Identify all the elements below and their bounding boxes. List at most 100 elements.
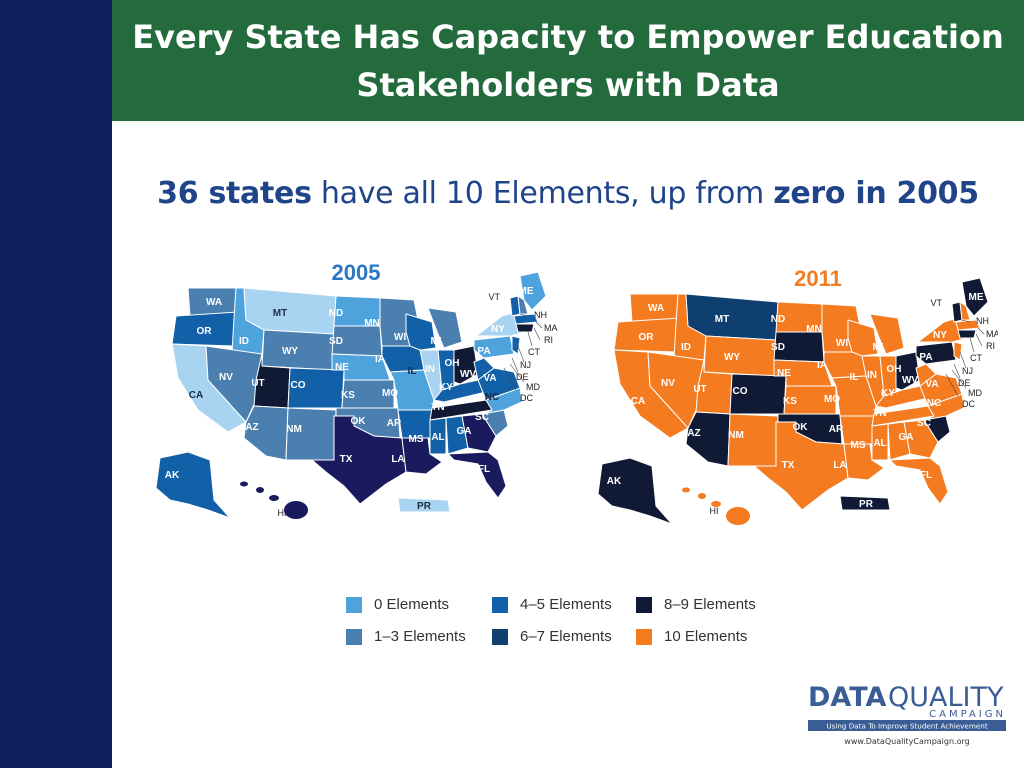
label-2005-CO: CO	[291, 380, 306, 391]
state-tx-2011	[752, 421, 849, 511]
state-pa	[473, 335, 515, 359]
label-2005-MN: MN	[364, 318, 380, 329]
state-ak	[155, 451, 231, 519]
maps-area: 2005	[148, 250, 1000, 530]
label-2005-IN: IN	[425, 364, 435, 375]
label-2011-ME: ME	[969, 292, 984, 303]
title-line-1: Every State Has Capacity to Empower Educ…	[132, 17, 1004, 56]
state-ct-ri	[515, 323, 535, 333]
state-nh	[517, 294, 529, 315]
label-2005-OH: OH	[445, 358, 460, 369]
legend: 0 Elements 1–3 Elements 4–5 Elements 6–7…	[346, 596, 776, 656]
legend-label: 6–7 Elements	[520, 628, 612, 645]
map-2011-year: 2011	[794, 266, 842, 291]
state-nh-2011	[959, 300, 971, 321]
state-wv	[473, 357, 495, 381]
logo-tagline: Using Data To Improve Student Achievemen…	[826, 722, 987, 731]
label-2005-NM: NM	[286, 424, 302, 435]
label-2005-CA: CA	[189, 390, 203, 401]
state-mi	[427, 307, 463, 349]
logo-url: www.DataQualityCampaign.org	[844, 737, 969, 746]
label-2011-NM: NM	[728, 430, 744, 441]
label-2011-DE: DE	[958, 378, 971, 388]
label-2005-TX: TX	[340, 454, 353, 465]
legend-swatch	[492, 628, 508, 645]
label-2005-NE: NE	[335, 362, 349, 373]
label-2011-NE: NE	[777, 368, 791, 379]
label-2011-DC: DC	[962, 399, 975, 409]
map-2011: 2011	[590, 256, 1000, 526]
label-2005-IA: IA	[375, 354, 385, 365]
state-ia-2011	[823, 351, 867, 379]
state-mi-2011	[869, 313, 905, 355]
label-2005-CT: CT	[528, 347, 540, 357]
slide-subtitle: 36 states have all 10 Elements, up from …	[112, 176, 1024, 211]
label-2005-ND: ND	[329, 308, 343, 319]
label-2005-NY: NY	[491, 324, 505, 335]
state-fl-2011	[888, 457, 949, 505]
subtitle-bold-baseline: zero in 2005	[773, 176, 979, 211]
label-2005-AR: AR	[387, 418, 402, 429]
label-2005-LA: LA	[391, 454, 404, 465]
state-pr	[397, 497, 451, 513]
label-2005-GA: GA	[457, 426, 472, 437]
state-mt-2011	[685, 293, 779, 341]
label-2011-KS: KS	[783, 396, 797, 407]
logo-tagline-bar	[808, 720, 1006, 731]
label-2005-SC: SC	[475, 412, 489, 423]
label-2011-PR: PR	[859, 499, 874, 510]
legend-item-0: 0 Elements	[346, 596, 449, 613]
maps-svg: 2005	[155, 256, 1000, 526]
label-2005-TN: TN	[431, 402, 444, 413]
left-sidebar-band	[0, 0, 112, 768]
logo-campaign-text: CAMPAIGN	[929, 709, 1006, 720]
label-2011-PA: PA	[919, 352, 932, 363]
label-2005-VT: VT	[488, 292, 500, 302]
legend-item-3: 6–7 Elements	[492, 628, 612, 645]
state-ma-2011	[955, 319, 981, 331]
label-2011-GA: GA	[899, 432, 914, 443]
legend-label: 10 Elements	[664, 628, 748, 645]
legend-item-2: 4–5 Elements	[492, 596, 612, 613]
state-la	[401, 437, 443, 475]
label-2005-MD: MD	[526, 382, 540, 392]
label-2011-TN: TN	[873, 408, 886, 419]
label-2011-ND: ND	[771, 314, 785, 325]
state-me	[519, 271, 547, 311]
label-2011-NC: NC	[927, 398, 941, 409]
state-pa-2011	[915, 341, 957, 365]
label-2005-MS: MS	[409, 434, 424, 445]
legend-label: 1–3 Elements	[374, 628, 466, 645]
state-ms	[429, 417, 447, 455]
legend-swatch	[636, 628, 652, 645]
label-2011-IN: IN	[867, 370, 877, 381]
label-2011-KY: KY	[881, 388, 895, 399]
label-2011-TX: TX	[782, 460, 795, 471]
legend-item-1: 1–3 Elements	[346, 628, 466, 645]
state-ms-2011	[871, 423, 889, 461]
state-tx	[310, 415, 407, 505]
legend-label: 0 Elements	[374, 596, 450, 613]
label-2005-HI: HI	[278, 508, 287, 518]
state-ma	[513, 313, 539, 325]
label-2011-WV: WV	[902, 375, 918, 386]
title-line-2: Stakeholders with Data	[356, 65, 780, 104]
dqc-logo-svg: DATA QUALITY CAMPAIGN Using Data To Impr…	[808, 682, 1006, 746]
label-2005-MA: MA	[544, 323, 558, 333]
state-az	[243, 405, 289, 461]
label-2011-MD: MD	[968, 388, 982, 398]
subtitle-bold-count: 36 states	[157, 176, 312, 211]
state-me-2011	[961, 277, 989, 317]
label-2005-UT: UT	[251, 378, 264, 389]
label-2005-OK: OK	[351, 416, 367, 427]
label-2011-MO: MO	[824, 394, 840, 405]
state-fl	[446, 451, 507, 499]
label-2011-AL: AL	[873, 438, 886, 449]
label-2011-OH: OH	[887, 364, 902, 375]
slide-title: Every State Has Capacity to Empower Educ…	[112, 0, 1024, 121]
label-2005-MT: MT	[273, 308, 287, 319]
label-2011-AZ: AZ	[687, 428, 700, 439]
state-oh-2011	[895, 351, 921, 391]
legend-label: 8–9 Elements	[664, 596, 756, 613]
legend-swatch	[346, 628, 362, 645]
